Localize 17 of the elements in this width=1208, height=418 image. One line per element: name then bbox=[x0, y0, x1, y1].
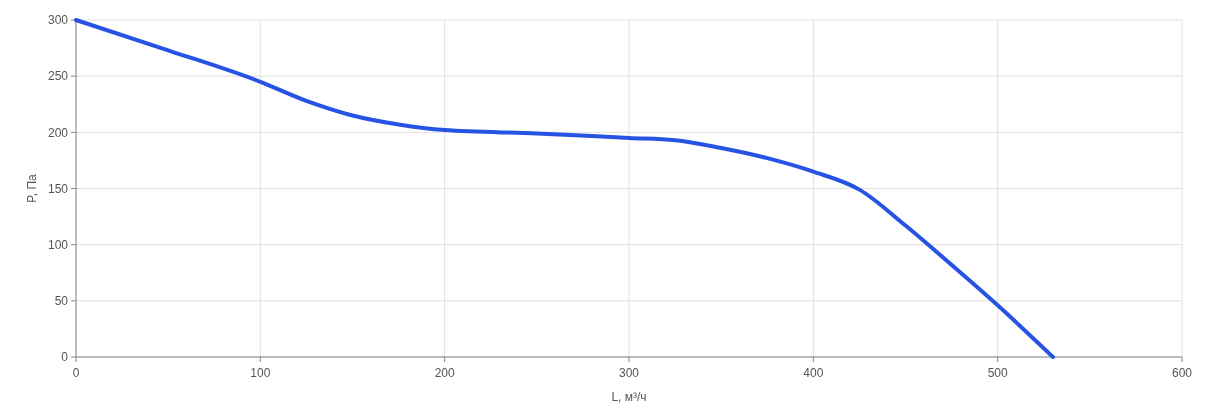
y-tick-label: 0 bbox=[61, 350, 69, 365]
x-tick-label: 0 bbox=[72, 366, 80, 380]
x-tick-label: 300 bbox=[618, 366, 640, 380]
y-tick-label: 150 bbox=[47, 181, 69, 196]
y-tick-label: 250 bbox=[47, 69, 69, 84]
y-tick-label: 50 bbox=[54, 294, 69, 309]
y-tick-label: 200 bbox=[47, 125, 69, 140]
x-tick-label: 400 bbox=[803, 366, 824, 380]
x-tick-label: 200 bbox=[434, 366, 455, 380]
x-tick-label: 100 bbox=[250, 366, 271, 380]
x-tick-label: 600 bbox=[1171, 366, 1193, 380]
y-tick-label: 300 bbox=[47, 13, 69, 28]
x-tick-label: 500 bbox=[987, 366, 1008, 380]
x-axis-title: L, м³/ч bbox=[611, 390, 647, 404]
y-tick-label: 100 bbox=[47, 237, 69, 252]
y-axis-title: P, Па bbox=[25, 173, 39, 203]
line-series bbox=[74, 18, 1055, 359]
